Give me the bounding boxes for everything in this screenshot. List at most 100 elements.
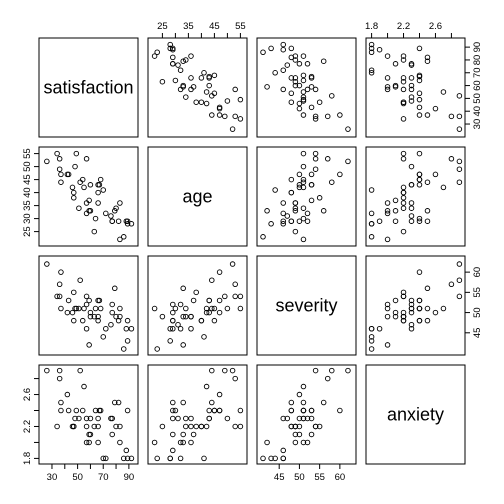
data-point bbox=[329, 367, 335, 374]
data-point bbox=[123, 447, 130, 454]
data-point bbox=[177, 67, 184, 73]
data-point bbox=[408, 82, 415, 89]
tick-label: 2.2 bbox=[22, 420, 33, 433]
data-point bbox=[308, 197, 315, 204]
data-point bbox=[304, 210, 311, 217]
tick-label: 2.6 bbox=[22, 388, 33, 401]
data-point bbox=[416, 96, 423, 103]
data-point bbox=[368, 49, 375, 56]
data-point bbox=[288, 176, 295, 183]
data-point bbox=[124, 221, 131, 227]
panel-frame bbox=[38, 364, 139, 465]
data-point bbox=[183, 305, 189, 312]
data-point bbox=[304, 439, 311, 446]
data-point bbox=[400, 116, 407, 122]
data-point bbox=[300, 112, 307, 118]
data-point bbox=[400, 317, 407, 324]
data-point bbox=[180, 431, 186, 438]
panel-frame bbox=[38, 255, 139, 356]
data-point bbox=[193, 289, 199, 296]
data-point bbox=[296, 100, 303, 107]
data-point bbox=[201, 334, 207, 340]
data-point bbox=[376, 326, 383, 332]
data-point bbox=[329, 179, 335, 185]
data-point bbox=[87, 313, 94, 320]
data-point bbox=[73, 305, 80, 312]
data-point bbox=[260, 455, 266, 462]
data-point bbox=[456, 166, 463, 172]
data-point bbox=[69, 309, 76, 316]
data-point bbox=[456, 277, 463, 283]
data-point bbox=[170, 301, 176, 308]
panel-frame bbox=[365, 146, 466, 247]
data-point bbox=[312, 423, 319, 430]
data-point bbox=[73, 150, 80, 157]
data-point bbox=[77, 179, 83, 185]
data-point bbox=[183, 415, 189, 422]
data-point bbox=[71, 195, 77, 201]
data-point bbox=[288, 75, 295, 81]
data-point bbox=[232, 293, 238, 300]
data-point bbox=[170, 407, 176, 414]
data-point bbox=[113, 313, 119, 320]
data-point bbox=[167, 41, 173, 48]
data-point bbox=[180, 313, 186, 320]
data-point bbox=[400, 99, 407, 105]
data-point bbox=[115, 317, 122, 324]
data-point bbox=[103, 326, 109, 332]
panel-frame bbox=[365, 364, 466, 465]
data-point bbox=[416, 77, 423, 84]
panel-frame bbox=[147, 146, 248, 247]
panel-frame bbox=[38, 146, 139, 247]
data-point bbox=[456, 293, 463, 300]
data-point bbox=[188, 415, 194, 422]
data-point bbox=[308, 182, 315, 188]
data-point bbox=[280, 455, 286, 462]
data-point bbox=[384, 342, 391, 348]
data-point bbox=[216, 105, 223, 112]
data-point bbox=[448, 281, 455, 288]
data-point bbox=[95, 415, 101, 422]
data-point bbox=[308, 104, 315, 111]
data-point bbox=[237, 293, 244, 300]
data-point bbox=[71, 189, 77, 196]
data-point bbox=[384, 208, 391, 214]
tick-label: 70 bbox=[472, 67, 483, 78]
data-point bbox=[416, 215, 423, 222]
data-point bbox=[170, 415, 176, 422]
data-point bbox=[312, 150, 319, 157]
data-point bbox=[54, 150, 60, 157]
data-point bbox=[312, 156, 319, 162]
data-point bbox=[424, 54, 431, 61]
tick-label: 25 bbox=[22, 226, 33, 237]
data-point bbox=[216, 309, 223, 316]
data-point bbox=[91, 423, 98, 430]
data-point bbox=[280, 447, 286, 454]
data-point bbox=[304, 86, 311, 93]
data-point bbox=[232, 423, 238, 430]
data-point bbox=[177, 301, 184, 308]
data-point bbox=[400, 189, 407, 196]
data-point bbox=[296, 82, 303, 89]
data-point bbox=[296, 423, 303, 430]
panel-frame bbox=[256, 37, 357, 138]
data-point bbox=[232, 281, 238, 288]
data-point bbox=[109, 431, 115, 438]
data-point bbox=[180, 84, 186, 90]
data-point bbox=[113, 205, 119, 211]
data-point bbox=[300, 215, 307, 222]
data-point bbox=[300, 89, 307, 95]
tick-label: 90 bbox=[472, 42, 483, 53]
tick-label: 70 bbox=[98, 472, 109, 483]
tick-label: 50 bbox=[22, 161, 33, 172]
data-point bbox=[288, 189, 295, 196]
tick-label: 60 bbox=[472, 80, 483, 91]
data-point bbox=[308, 171, 315, 178]
data-point bbox=[424, 218, 431, 224]
tick-label: 2.2 bbox=[397, 21, 410, 32]
data-point bbox=[368, 45, 375, 52]
data-point bbox=[392, 218, 399, 224]
data-point bbox=[92, 407, 99, 414]
data-point bbox=[91, 313, 98, 320]
data-point bbox=[83, 326, 90, 332]
